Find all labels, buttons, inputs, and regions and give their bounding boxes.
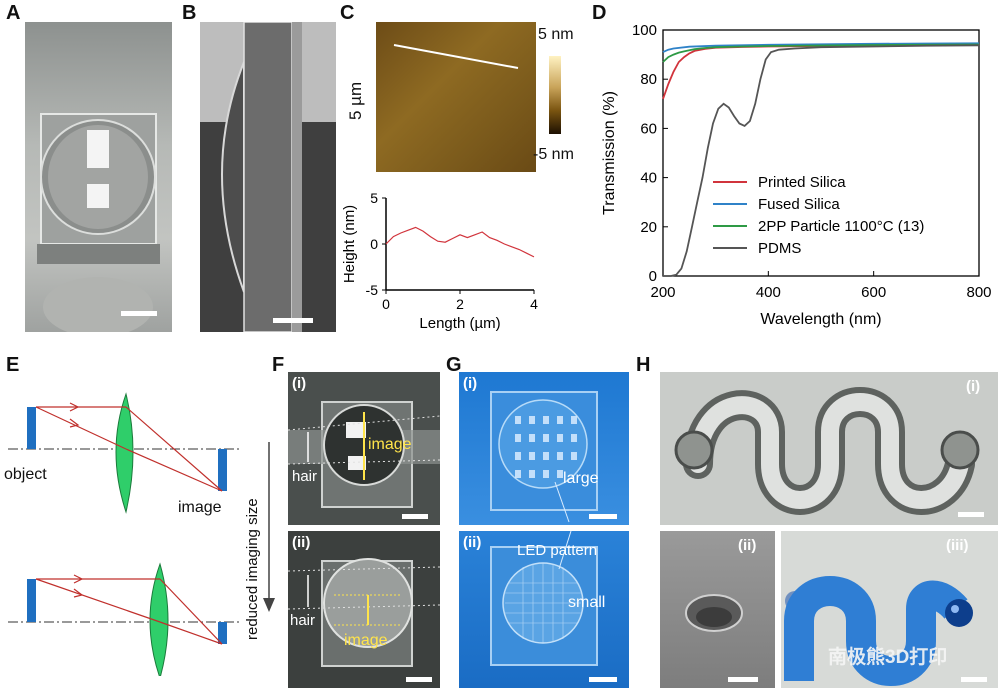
transmission-ylabel: Transmission (%): [601, 91, 618, 215]
colorbar: [549, 56, 561, 134]
profile-xlabel: Length (µm): [419, 315, 500, 332]
series-line-0: [662, 43, 980, 100]
series-line-1: [662, 42, 980, 53]
panel-h-sub-i: (i): [966, 378, 981, 395]
watermark: 南极熊3D打印: [828, 647, 948, 668]
panel-h-sub-ii: (ii): [738, 537, 757, 554]
rays-bottom: [35, 574, 223, 645]
profile-xtick-label: 2: [456, 296, 464, 312]
afm-map-ylabel: 5 µm: [346, 81, 365, 120]
panel-f-ii-photo: [288, 531, 440, 688]
afm-height-map: [376, 22, 536, 172]
panel-f-hair-label-i: hair: [292, 468, 318, 485]
transmission-frame: [662, 29, 980, 277]
colorbar-top-label: 5 nm: [538, 26, 574, 43]
transmission-xtick-label: 600: [861, 284, 886, 301]
large-label: large: [563, 470, 599, 487]
transmission-xtick-label: 400: [756, 284, 781, 301]
panel-g-sub-ii: (ii): [463, 534, 482, 551]
panel-f-image-label-i: image: [368, 436, 412, 453]
object-bottom: [27, 579, 36, 622]
transmission-xtick-label: 200: [650, 284, 675, 301]
object-top: [27, 407, 36, 449]
sem-lens-illustration: [200, 22, 336, 332]
led-pattern-label: LED pattern: [517, 542, 598, 559]
object-label: object: [4, 466, 47, 483]
panel-label-a: A: [6, 2, 21, 24]
panel-g-ii-photo: [459, 531, 629, 688]
transmission-ytick-label: 60: [640, 120, 657, 137]
panel-g-i-photo: [459, 372, 629, 525]
transmission-ytick-label: 40: [640, 170, 657, 187]
panel-f-image-label-ii: image: [344, 632, 388, 649]
legend-label-2: 2PP Particle 1100°C (13): [758, 218, 924, 235]
profile-ytick-label: 0: [370, 236, 378, 252]
panel-g-sub-i: (i): [463, 375, 478, 392]
profile-xtick-label: 0: [382, 296, 390, 312]
series-line-2: [662, 43, 980, 63]
reduce-arrow: [263, 442, 275, 612]
panel-h-ii-sem: [660, 531, 775, 688]
panel-h-iii-photo: [781, 531, 998, 688]
image-bottom: [218, 622, 227, 644]
panel-label-c: C: [340, 2, 355, 24]
profile-xtick-label: 4: [530, 296, 538, 312]
profile-line: [385, 226, 535, 258]
transmission-ytick-label: 100: [632, 22, 657, 39]
panel-f-i-photo: [288, 372, 440, 525]
panel-a-photo: [25, 22, 172, 332]
profile-ylabel: Height (nm): [341, 205, 358, 283]
series-line-3: [663, 44, 980, 277]
panel-b-sem-image: [200, 22, 336, 332]
rays-top: [35, 402, 223, 492]
lens-bottom: [149, 562, 169, 676]
legend-label-1: Fused Silica: [758, 196, 840, 213]
panel-h-sub-iii: (iii): [946, 537, 969, 554]
colorbar-bottom-label: -5 nm: [533, 146, 574, 163]
lens-top: [115, 392, 134, 514]
panel-label-e: E: [6, 354, 20, 376]
transmission-xtick-label: 800: [966, 284, 991, 301]
optics-schematic: [8, 392, 240, 676]
profile-ytick-label: 5: [370, 190, 378, 206]
legend-label-0: Printed Silica: [758, 174, 846, 191]
transmission-chart: 0 20 40 60 80 100 200 400 600 800 Printed Silica Fu…: [601, 22, 992, 328]
profile-ytick-label: -5: [366, 282, 379, 298]
transmission-xlabel: Wavelength (nm): [760, 311, 881, 328]
image-label: image: [178, 499, 222, 516]
lens-photo-illustration: [37, 113, 160, 332]
small-label: small: [568, 594, 606, 611]
panel-f-sub-ii: (ii): [292, 534, 311, 551]
panel-label-g: G: [446, 354, 462, 376]
legend-label-3: PDMS: [758, 240, 801, 257]
panel-label-b: B: [182, 2, 197, 24]
panel-label-d: D: [592, 2, 607, 24]
panel-label-f: F: [272, 354, 285, 376]
transmission-ytick-label: 80: [640, 71, 657, 88]
panel-f-hair-label-ii: hair: [290, 612, 316, 629]
panel-label-h: H: [636, 354, 651, 376]
transmission-ytick-label: 0: [649, 268, 657, 285]
image-top: [218, 449, 227, 491]
reduced-imaging-size-label: reduced imaging size: [244, 498, 261, 640]
afm-scan-line: [393, 44, 519, 69]
panel-h-i-photo: [660, 372, 998, 525]
transmission-ytick-label: 20: [640, 219, 657, 236]
panel-f-sub-i: (i): [292, 375, 307, 392]
